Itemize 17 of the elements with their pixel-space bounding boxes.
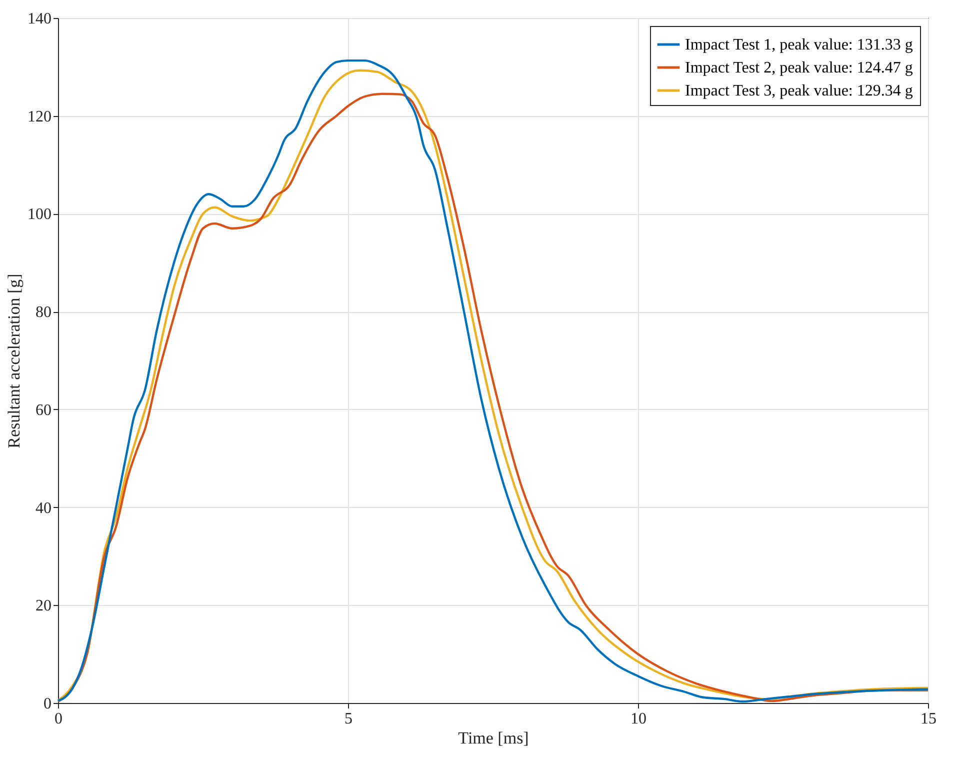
y-tick-label: 60 (36, 402, 52, 419)
y-tick-label: 100 (28, 206, 52, 224)
legend-label: Impact Test 1, peak value: 131.33 g (685, 36, 913, 54)
y-tick-label: 40 (36, 500, 52, 517)
y-tick-label: 80 (36, 304, 52, 322)
x-axis-title: Time [ms] (458, 728, 529, 748)
y-tick-label: 20 (36, 598, 52, 615)
x-tick-label: 10 (630, 710, 646, 728)
y-axis-title: Resultant acceleration [g] (4, 274, 24, 448)
x-tick-label: 5 (344, 710, 352, 728)
x-tick-label: 15 (920, 710, 936, 728)
y-tick-label: 0 (44, 696, 52, 712)
y-tick-label: 140 (28, 10, 52, 28)
legend-label: Impact Test 3, peak value: 129.34 g (685, 82, 913, 100)
x-tick-label: 0 (54, 710, 62, 728)
legend-label: Impact Test 2, peak value: 124.47 g (685, 60, 913, 76)
y-tick-label: 120 (28, 108, 52, 126)
